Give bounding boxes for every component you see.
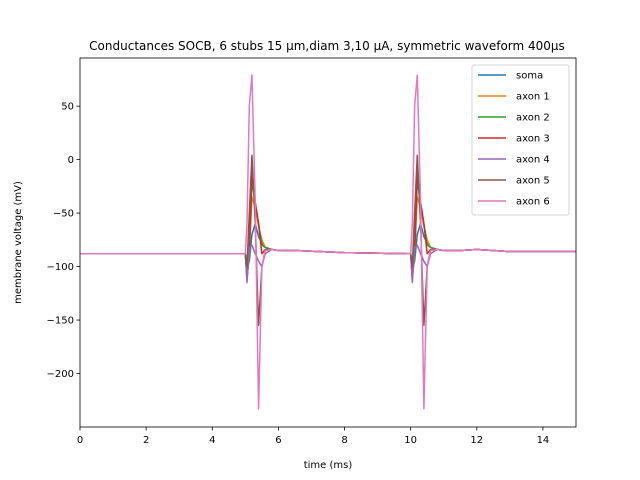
legend-label: axon 1 bbox=[516, 92, 550, 103]
x-tick-label: 12 bbox=[470, 435, 483, 446]
x-tick-label: 8 bbox=[341, 435, 347, 446]
y-tick-label: −50 bbox=[53, 209, 74, 220]
plot-frame bbox=[79, 57, 577, 428]
legend-label: axon 6 bbox=[516, 197, 550, 208]
y-tick-label: −100 bbox=[47, 262, 74, 273]
x-tick-label: 6 bbox=[275, 435, 281, 446]
y-axis-label: membrane voltage (mV) bbox=[13, 181, 24, 304]
x-tick-label: 2 bbox=[143, 435, 149, 446]
y-tick-label: −200 bbox=[47, 369, 74, 380]
legend-label: axon 2 bbox=[516, 113, 550, 124]
series-line-axon-6 bbox=[80, 74, 576, 410]
series-layer bbox=[80, 74, 576, 410]
legend-label: soma bbox=[516, 71, 543, 82]
x-tick-label: 4 bbox=[209, 435, 215, 446]
y-tick-label: 50 bbox=[61, 102, 74, 113]
y-axis: 50 0 −50 −100 −150 −200 bbox=[47, 102, 80, 380]
legend-box bbox=[471, 64, 570, 216]
x-axis: 0 2 4 6 8 10 12 14 bbox=[77, 427, 549, 446]
legend: soma axon 1 axon 2 axon 3 axon 4 axon 5 axon 6 bbox=[471, 64, 570, 216]
y-tick-label: 0 bbox=[68, 155, 74, 166]
legend-label: axon 5 bbox=[516, 176, 550, 187]
x-tick-label: 10 bbox=[404, 435, 417, 446]
x-axis-label: time (ms) bbox=[304, 460, 353, 471]
legend-label: axon 3 bbox=[516, 134, 550, 145]
chart-title: Conductances SOCB, 6 stubs 15 µm,diam 3,… bbox=[89, 39, 565, 53]
y-tick-label: −150 bbox=[47, 316, 74, 327]
x-tick-label: 0 bbox=[77, 435, 83, 446]
x-tick-label: 14 bbox=[537, 435, 550, 446]
legend-label: axon 4 bbox=[516, 155, 550, 166]
